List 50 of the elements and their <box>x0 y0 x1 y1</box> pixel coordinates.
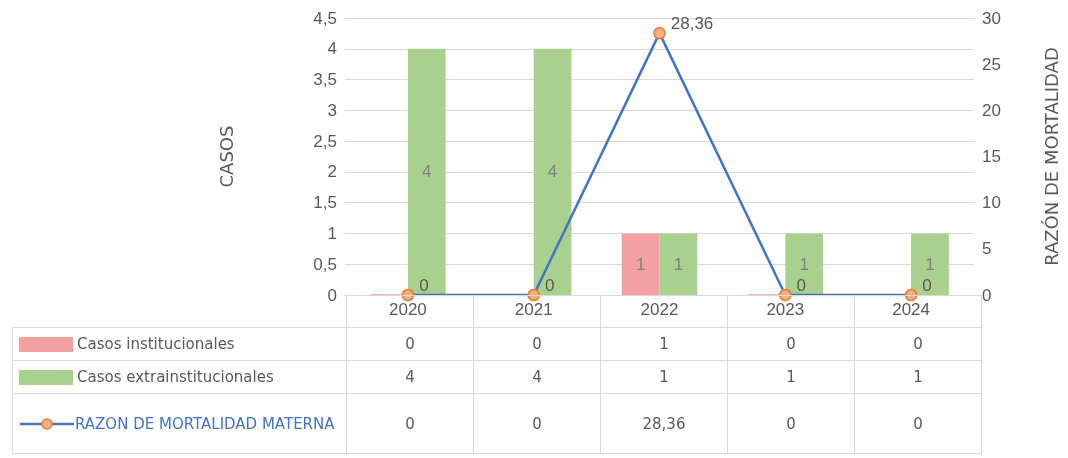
text: 0 <box>796 275 807 295</box>
y-tick-label: 2 <box>327 162 337 182</box>
text: 0 <box>544 275 555 295</box>
y2-tick-label: 10 <box>982 193 1001 213</box>
data-label: 28,36 <box>600 393 728 454</box>
y-tick-label: 4,5 <box>313 8 337 28</box>
data-label: 0 <box>473 327 601 361</box>
y-tick-label: 3 <box>327 100 337 120</box>
x-tick-label: 2020 <box>388 300 427 319</box>
y2-tick-label: 0 <box>982 285 992 305</box>
y-tick-label: 0,5 <box>313 254 337 274</box>
text: 28,36 <box>670 13 714 33</box>
data-label: 0 <box>854 393 982 454</box>
y-axis-title: CASOS <box>215 125 237 188</box>
text: 1 <box>925 254 935 274</box>
y2-tick-label: 15 <box>982 147 1001 166</box>
y2-tick-label: 30 <box>982 8 1001 28</box>
text: 0 <box>419 275 429 295</box>
data-label: 4 <box>473 360 601 394</box>
x-tick-label: 2024 <box>892 300 931 319</box>
y-tick-label: 1,5 <box>313 193 337 213</box>
data-label: 0 <box>727 327 855 361</box>
y-tick-label: 4 <box>327 39 337 59</box>
y-tick-label: 1 <box>327 223 337 243</box>
data-label: 0 <box>727 393 855 454</box>
legend-label: Casos extrainstitucionales <box>77 368 274 386</box>
x-tick-label: 2022 <box>640 300 679 319</box>
text: 1 <box>799 254 809 274</box>
y-tick-label: 2,5 <box>313 131 337 151</box>
y2-tick-label: 5 <box>982 239 992 259</box>
y2-axis-title: RAZÓN DE MORTALIDAD <box>1040 47 1062 266</box>
data-label: 1 <box>727 360 855 394</box>
text: 4 <box>422 162 432 182</box>
legend-label: Casos institucionales <box>77 335 235 353</box>
y2-tick-label: 25 <box>982 54 1001 74</box>
data-label: 1 <box>854 360 982 394</box>
text: 0 <box>922 275 932 295</box>
text: 1 <box>635 254 646 274</box>
text: 1 <box>673 254 684 274</box>
data-label: 0 <box>473 393 601 454</box>
y-tick-label: 0 <box>327 285 337 305</box>
x-tick-label: 2021 <box>514 300 553 319</box>
text: 4 <box>547 162 558 182</box>
data-label: 1 <box>600 360 728 394</box>
data-label: 0 <box>854 327 982 361</box>
data-label: 1 <box>600 327 728 361</box>
y2-tick-label: 20 <box>982 100 1001 120</box>
y-tick-label: 3,5 <box>313 70 337 90</box>
legend-label: RAZON DE MORTALIDAD MATERNA <box>75 414 335 433</box>
x-tick-label: 2023 <box>766 300 805 319</box>
